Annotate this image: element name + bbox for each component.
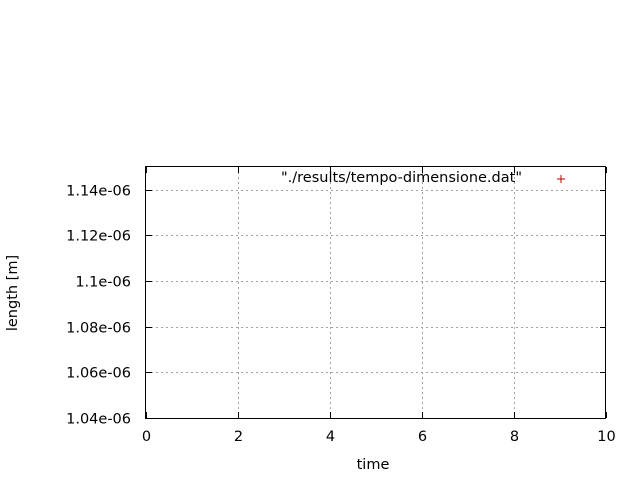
legend-marker [557,175,565,183]
y-tick-label: 1.08e-06 [66,321,131,337]
x-tick-label: 8 [510,429,519,445]
x-tick-label: 2 [234,429,243,445]
legend-label: "./results/tempo-dimensione.dat" [281,170,522,186]
grid [146,167,606,418]
legend: "./results/tempo-dimensione.dat" [281,170,565,186]
y-tick-label: 1.12e-06 [66,229,131,245]
y-tick-label: 1.14e-06 [66,184,131,200]
y-tick-label: 1.06e-06 [66,366,131,382]
x-tick-label: 0 [142,429,151,445]
x-tick-label: 4 [326,429,335,445]
y-tick-label: 1.1e-06 [75,275,131,291]
y-axis-label: length [m] [5,255,21,331]
plot-frame [145,166,606,419]
x-tick-label: 10 [597,429,615,445]
axis-ticks [146,167,607,419]
y-tick-label: 1.04e-06 [66,412,131,428]
x-axis-label: time [357,457,390,473]
y-tick-labels: 1.04e-06 1.06e-06 1.08e-06 1.1e-06 1.12e-06 1… [66,184,131,428]
x-tick-label: 6 [418,429,427,445]
x-tick-labels: 0 2 4 6 8 10 [142,429,616,445]
